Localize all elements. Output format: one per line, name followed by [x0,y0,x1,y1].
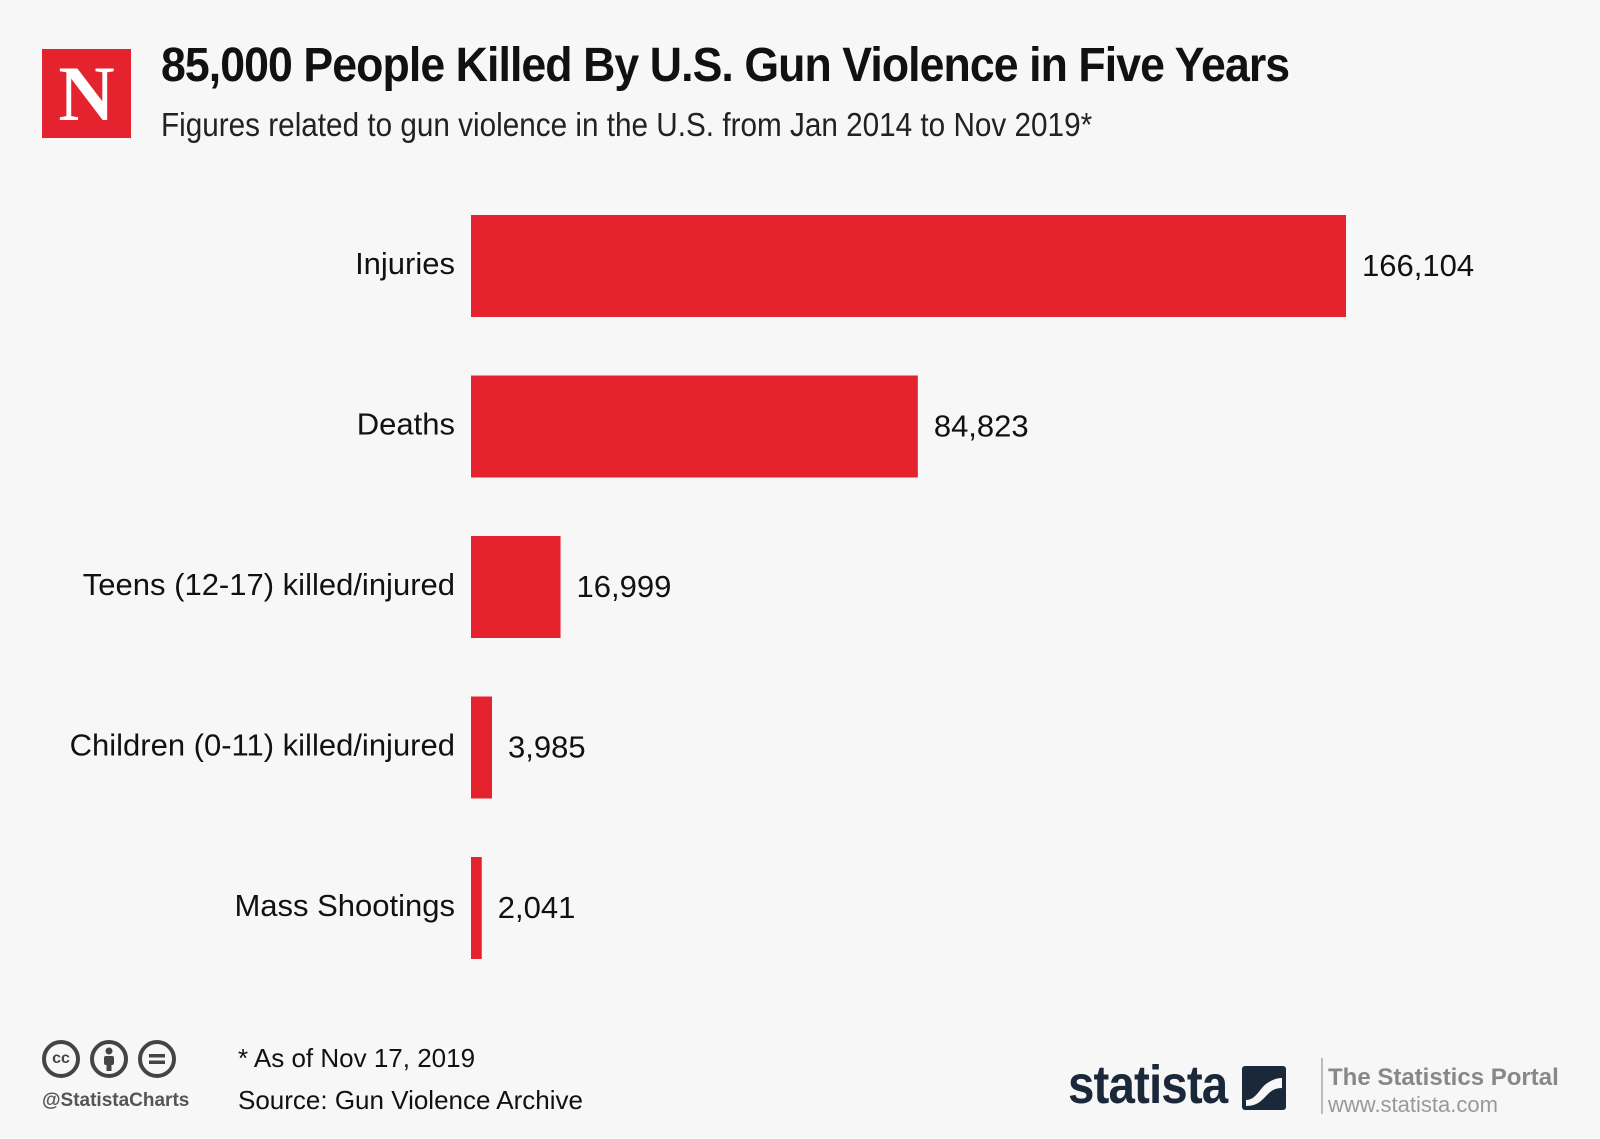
footer-divider [1321,1058,1323,1114]
category-label: Children (0-11) killed/injured [70,728,455,763]
source-text: Source: Gun Violence Archive [238,1085,583,1115]
statista-logo-icon [1242,1066,1286,1110]
license-icons: cc [42,1040,176,1078]
twitter-handle: @StatistaCharts [42,1090,190,1111]
bar-chart: Injuries 166,104 Deaths 84,823 Teens (12-17)… [70,215,1474,959]
category-label: Teens (12-17) killed/injured [83,567,455,602]
bar-0 [471,215,1346,317]
bar-3 [471,696,492,799]
category-label: Mass Shootings [234,888,455,923]
value-label: 3,985 [508,730,586,765]
portal-title: The Statistics Portal [1328,1064,1559,1091]
bar-4 [471,857,482,959]
chart-subtitle: Figures related to gun violence in the U… [161,106,1093,143]
value-label: 84,823 [934,409,1029,444]
bar-2 [471,536,561,638]
value-label: 2,041 [498,890,576,925]
category-label: Injuries [355,246,455,281]
statista-wordmark: statista [1068,1055,1228,1115]
no-derivatives-icon [138,1040,176,1078]
portal-url: www.statista.com [1328,1092,1498,1117]
value-label: 166,104 [1362,248,1474,283]
bar-1 [471,375,918,478]
logo-letter: N [58,49,115,137]
chart-title: 85,000 People Killed By U.S. Gun Violenc… [161,39,1290,92]
category-label: Deaths [357,407,455,442]
attribution-icon [90,1040,128,1078]
cc-icon: cc [42,1040,80,1078]
value-label: 16,999 [577,569,672,604]
newsweek-logo: N [42,49,131,138]
footnote: * As of Nov 17, 2019 [238,1043,476,1073]
